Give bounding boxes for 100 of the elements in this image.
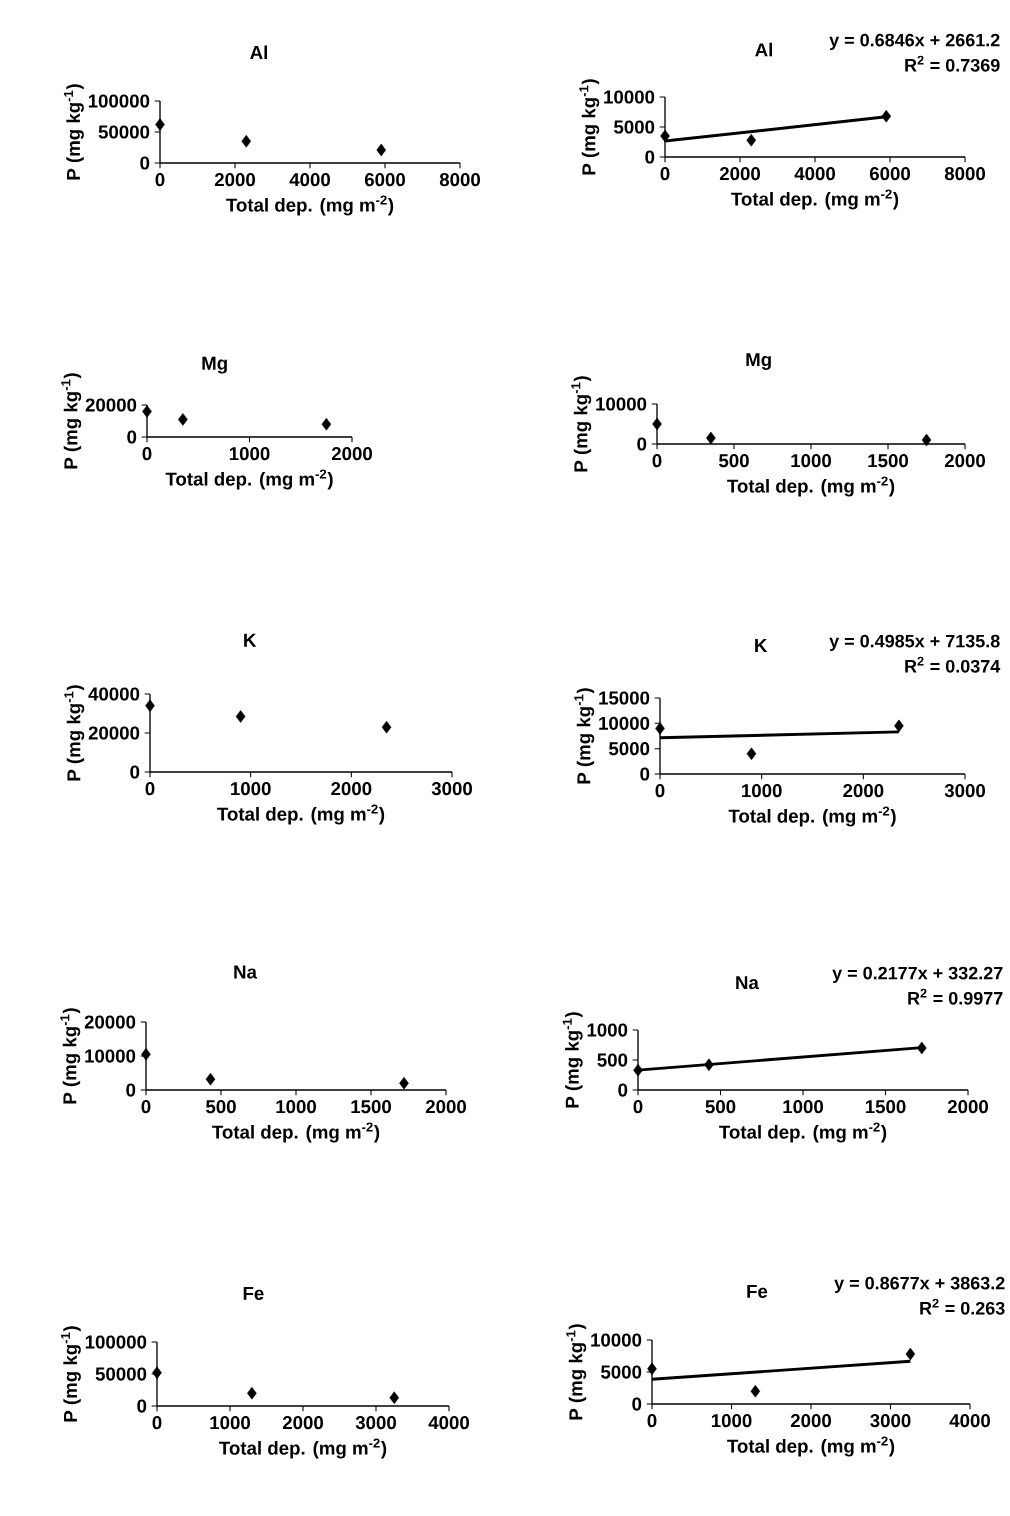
y-tick-label: 50000 [95,1367,147,1381]
point [917,1041,927,1055]
x-tick-label: 8000 [944,167,985,181]
y-axis-title: P (mg kg$^{-1}$) [571,376,592,472]
y-tick-label: 5000 [601,1365,642,1379]
chart-title: Al [250,45,268,59]
point [152,1366,162,1380]
x-axis-title: Total dep. (mg m$^{-2}$) [226,195,394,216]
x-tick-label: 3000 [431,782,472,796]
x-tick-label: 3000 [944,784,985,798]
x-tick-label: 1500 [868,454,908,468]
x-axis-title: Total dep. (mg m$^{-2}$) [727,1436,895,1457]
point [894,719,904,733]
x-tick-label: 1000 [231,782,271,796]
y-axis-title: P (mg kg$^{-1}$) [579,79,600,175]
text: y = 0.6846x + 2661.2 [829,33,1000,51]
y-tick-label: 10000 [591,1333,642,1347]
x-tick-label: 2000 [719,167,760,181]
x-tick-label: 1000 [210,1416,250,1430]
y-tick-label: 20000 [88,726,140,740]
y-tick-label: 10000 [596,397,647,411]
x-tick-label: 1000 [276,1100,316,1114]
point [142,405,152,418]
x-tick-label: 1000 [783,1100,823,1114]
x-tick-label: 1000 [791,454,831,468]
chart-title: Na [234,965,258,979]
chart-title: Na [736,976,759,990]
text: R$^{2}$ = 0.9977 [908,988,1003,1005]
y-tick-label: 20000 [84,1015,136,1029]
chart-title: Al [755,42,773,57]
point [746,747,757,761]
point [205,1072,216,1086]
x-tick-label: 2000 [944,454,985,468]
x-tick-label: 500 [719,454,749,468]
chart-title: Fe [243,1286,264,1300]
point [746,133,757,147]
x-tick-label: 2000 [843,784,884,798]
y-tick-label: 5000 [609,742,650,756]
y-tick-label: 10000 [604,90,655,104]
point [155,118,165,131]
x-tick-label: 2000 [331,447,372,461]
y-axis-title: P (mg kg$^{-1}$) [60,1326,81,1422]
y-tick-label: 0 [130,765,140,779]
y-tick-label: 0 [126,1083,136,1097]
y-tick-label: 10000 [85,1049,136,1063]
point [178,413,188,426]
y-axis-title: P (mg kg$^{-1}$) [61,373,82,469]
text: y = 0.2177x + 332.27 [832,966,1003,984]
x-axis-title: Total dep. (mg m$^{-2}$) [212,1122,380,1143]
point [247,1386,257,1400]
x-tick-label: 2000 [790,1414,831,1428]
x-tick-label: 2000 [282,1416,323,1430]
x-tick-label: 4000 [289,173,330,187]
x-tick-label: 1500 [351,1100,391,1114]
x-tick-label: 0 [660,167,670,181]
y-tick-label: 50000 [98,125,150,139]
point [321,417,332,431]
x-tick-label: 2000 [331,782,372,796]
x-tick-label: 0 [155,173,165,187]
x-axis-title: Total dep. (mg m$^{-2}$) [727,476,895,497]
text: R$^{2}$ = 0.0374 [905,656,1001,673]
y-tick-label: 500 [597,1053,628,1067]
x-axis-title: Total dep. (mg m$^{-2}$) [728,806,896,827]
x-tick-label: 2000 [947,1100,988,1114]
point [647,1362,657,1376]
x-tick-label: 6000 [364,173,405,187]
point [905,1347,916,1361]
point [660,129,670,143]
y-tick-label: 20000 [85,398,137,412]
y-axis-title: P (mg kg$^{-1}$) [574,688,595,784]
point [376,143,387,157]
y-tick-label: 15000 [599,691,650,705]
x-tick-label: 500 [205,1100,236,1114]
point [399,1076,409,1090]
y-axis-title: P (mg kg$^{-1}$) [63,84,84,180]
y-tick-label: 40000 [88,687,140,701]
y-tick-label: 0 [637,437,647,451]
point [750,1384,761,1398]
chart-title: Mg [202,356,227,374]
chart-title: Mg [746,353,771,370]
x-axis-title: Total dep. (mg m$^{-2}$) [165,469,333,490]
x-tick-label: 0 [655,784,665,798]
x-tick-label: 2000 [214,173,255,187]
y-axis-title: P (mg kg$^{-1}$) [566,1324,587,1420]
x-tick-label: 4000 [949,1414,990,1428]
y-tick-label: 0 [127,430,137,444]
text: R$^{2}$ = 0.7369 [905,55,1000,72]
y-tick-label: 100000 [88,94,150,108]
x-tick-label: 3000 [355,1416,396,1430]
x-axis-title: Total dep. (mg m$^{-2}$) [219,1438,387,1459]
chart-title: K [244,633,257,647]
point [241,135,252,148]
x-tick-label: 1000 [229,447,270,461]
y-tick-label: 10000 [599,716,650,730]
point [145,699,155,712]
y-tick-label: 0 [140,156,150,170]
x-axis-title: Total dep. (mg m$^{-2}$) [731,189,899,210]
point [141,1048,151,1061]
point [652,417,662,431]
x-tick-label: 1500 [865,1100,906,1114]
